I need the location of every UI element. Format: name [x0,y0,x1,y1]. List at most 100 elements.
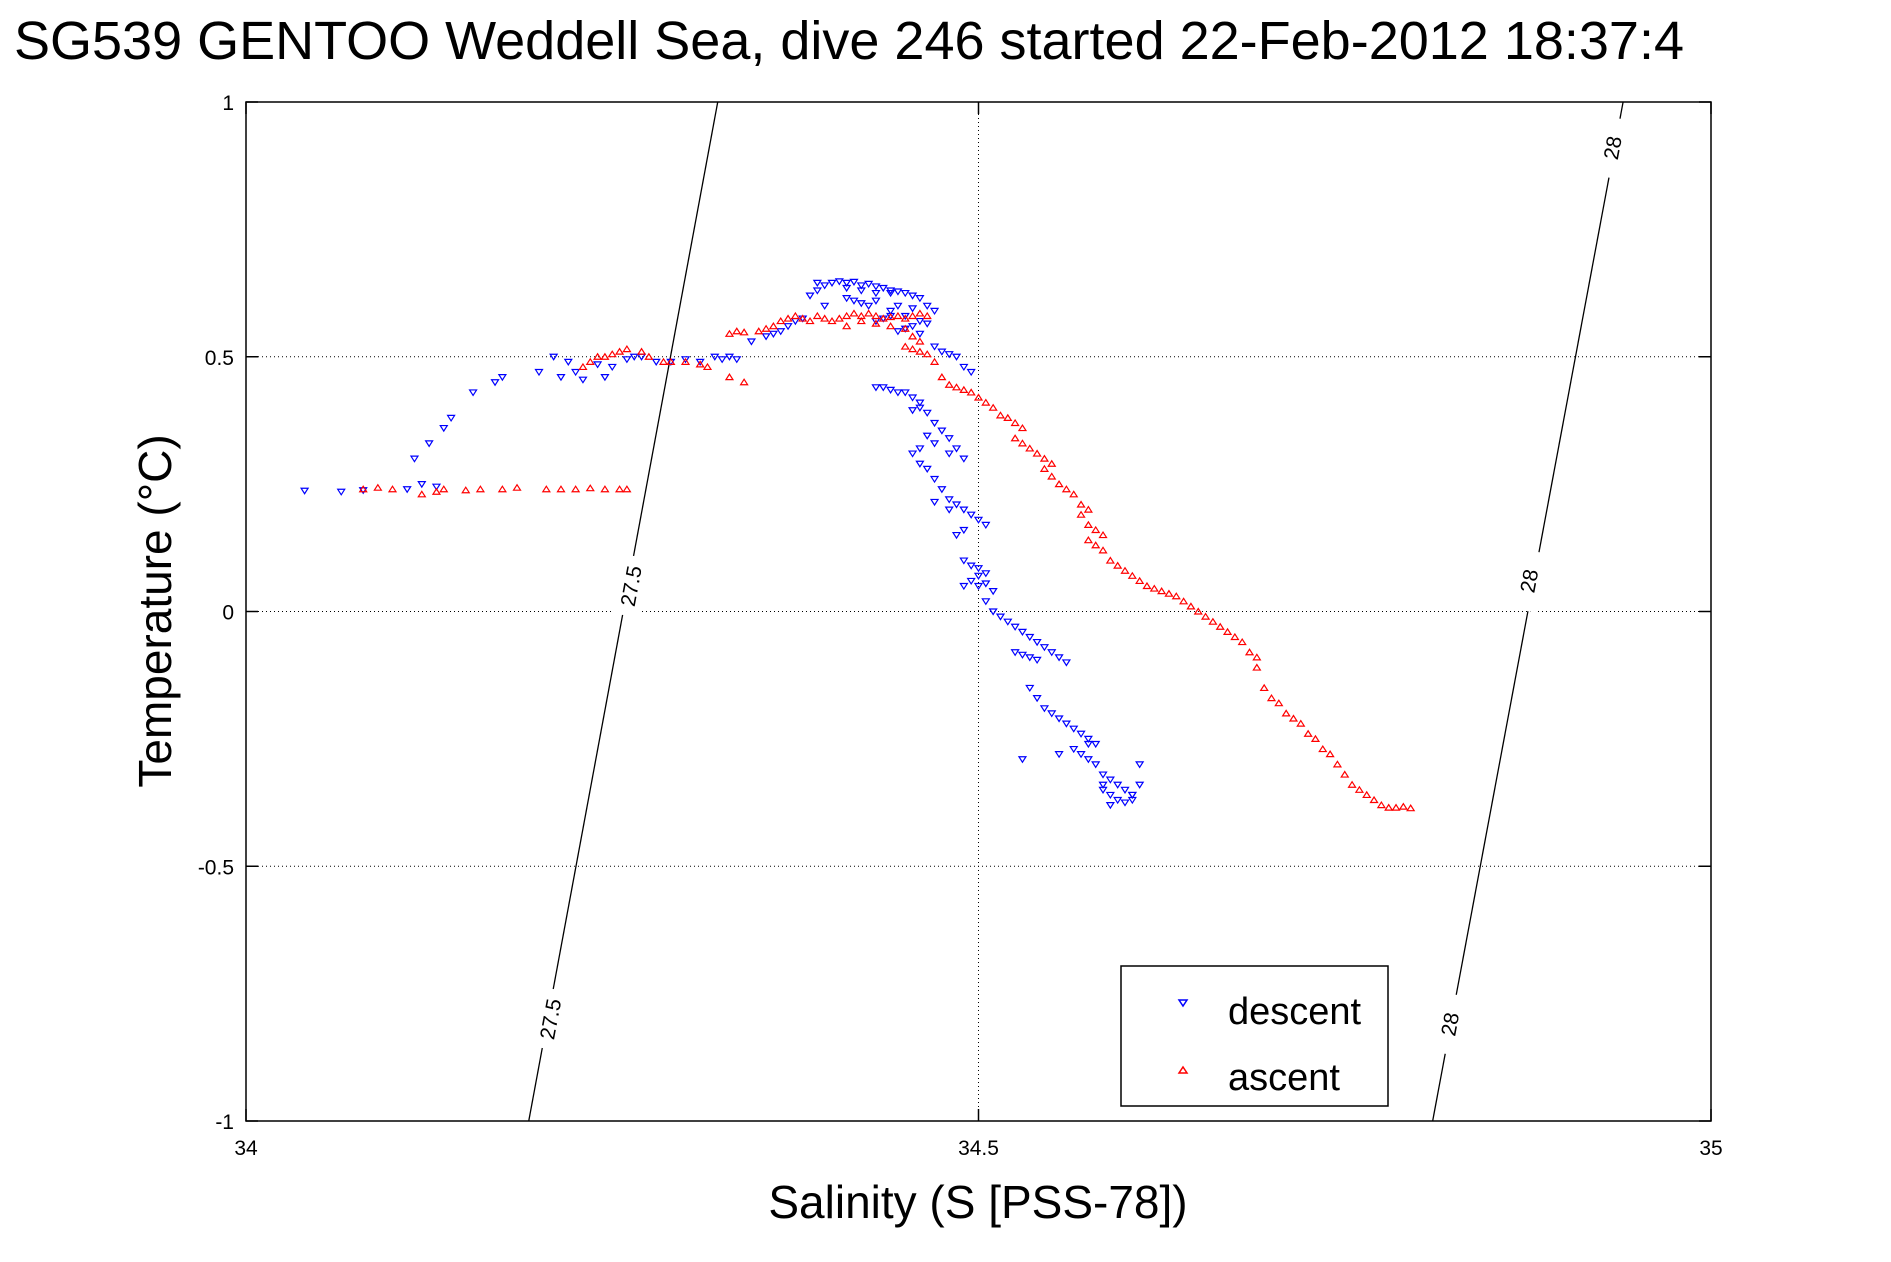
ascent-point [1340,770,1350,778]
descent-point [593,361,603,369]
descent-point [1054,751,1064,759]
ascent-point [820,314,830,322]
descent-point [995,613,1006,621]
ascent-point [1281,709,1291,717]
ascent-point [1098,546,1108,554]
descent-point [761,333,771,341]
descent-point [1091,740,1101,749]
descent-point [1061,659,1071,667]
ascent-point [966,388,976,396]
ascent-point [1047,459,1057,467]
descent-point [988,608,998,616]
ascent-point [578,362,588,371]
ascent-point [1332,760,1343,768]
descent-point [959,582,969,591]
descent-point [358,487,368,495]
descent-point [1025,654,1035,662]
descent-point [607,363,617,372]
descent-point [1083,756,1093,764]
ascent-point [1318,744,1328,753]
descent-point [717,356,727,364]
descent-point [1105,776,1115,784]
ascent-point [944,380,954,388]
grid-lines [246,102,1711,1121]
descent-point [1113,781,1123,789]
descent-point [929,419,940,428]
descent-point [1105,791,1115,800]
ascent-point [571,485,581,493]
descent-point [578,376,588,384]
descent-point [907,450,918,458]
ascent-point [1208,617,1218,625]
ascent-point [878,314,888,322]
descent-point [849,297,859,305]
ascent-point [417,490,427,498]
legend-box [1120,965,1389,1107]
descent-point [724,353,735,361]
descent-point [732,356,742,364]
ascent-point [1266,693,1277,702]
descent-point [417,481,427,489]
ascent-point [585,484,595,492]
ascent-point [973,393,984,401]
descent-point [768,330,778,338]
descent-point [944,506,954,514]
ascent-point [644,352,654,360]
ascent-point [1193,607,1203,615]
descent-point [820,302,830,310]
descent-point [966,562,976,570]
ascent-point [622,485,632,493]
descent-point [871,384,881,392]
y-tick-label: 0.5 [205,347,234,370]
descent-point [1047,710,1057,718]
ascent-point [739,378,749,386]
descent-point [886,307,896,316]
ascent-point [951,383,962,391]
ascent-point [834,314,844,322]
descent-point [959,455,969,463]
descent-point [959,557,969,565]
descent-point [1069,725,1079,733]
ascent-point [1179,597,1189,605]
ascent-point [900,324,910,332]
descent-point [973,582,984,591]
ascent-point [1274,699,1284,707]
data-points [300,278,1416,812]
descent-point [600,374,610,382]
ascent-point [915,347,925,355]
ascent-point [541,485,551,493]
ascent-point [768,322,778,330]
descent-point [571,368,581,377]
ascent-point [475,485,485,493]
ascent-point [1054,480,1064,488]
descent-point [922,409,932,417]
ascent-point [886,312,896,321]
ascent-point [1362,790,1372,799]
descent-point [1010,623,1020,631]
descent-point [563,358,573,366]
descent-point [907,394,918,402]
descent-point [424,440,434,448]
ascent-point [1061,485,1071,493]
ascent-point [1171,592,1181,600]
descent-point [849,278,859,286]
descent-point [871,297,881,305]
isopycnal-label: 28 [1600,134,1627,161]
descent-point [922,465,932,473]
ascent-point [871,319,881,327]
ascent-point [1354,785,1364,793]
ascent-point [900,314,910,322]
x-axis-label: Salinity (S [PSS-78]) [768,1176,1187,1228]
descent-point [1113,796,1123,805]
x-tick-label: 34 [234,1137,258,1160]
descent-point [966,368,976,377]
ascent-point [1222,627,1233,635]
descent-point [1135,781,1145,789]
descent-point [710,353,720,361]
ascent-point [1200,612,1211,620]
descent-point [790,317,800,326]
descent-point [929,307,940,316]
descent-point [1017,651,1028,659]
descent-point [827,279,837,287]
